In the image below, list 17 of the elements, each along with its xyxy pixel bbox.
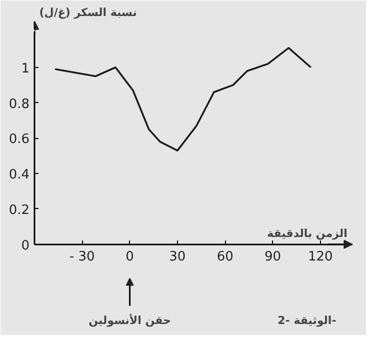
y-tick-label: 0: [21, 238, 30, 254]
x-tick-label: 60: [216, 249, 234, 264]
text: حقن الأنسولين: [88, 313, 171, 328]
y-tick-label: 0.2: [8, 202, 30, 218]
line-series: [54, 47, 312, 152]
y-tick-label: 0.8: [8, 96, 30, 112]
y-tick-label: 0.4: [8, 168, 30, 183]
x-tick-label: 30: [169, 249, 186, 264]
x-axis-title: الزمن بالدقيقة: [267, 227, 348, 240]
x-tick-label: 90: [264, 249, 282, 264]
y-tick-label: 1: [21, 61, 30, 76]
x-tick-label: 0: [126, 249, 134, 264]
text: الوثيقة -2-: [278, 314, 336, 328]
x-tick-label: 120: [308, 249, 333, 264]
y-tick-label: 0.6: [8, 132, 30, 148]
x-tick-label: - 30: [69, 249, 95, 264]
y-axis-title: نسبة السكر (غ/ل): [39, 6, 137, 20]
